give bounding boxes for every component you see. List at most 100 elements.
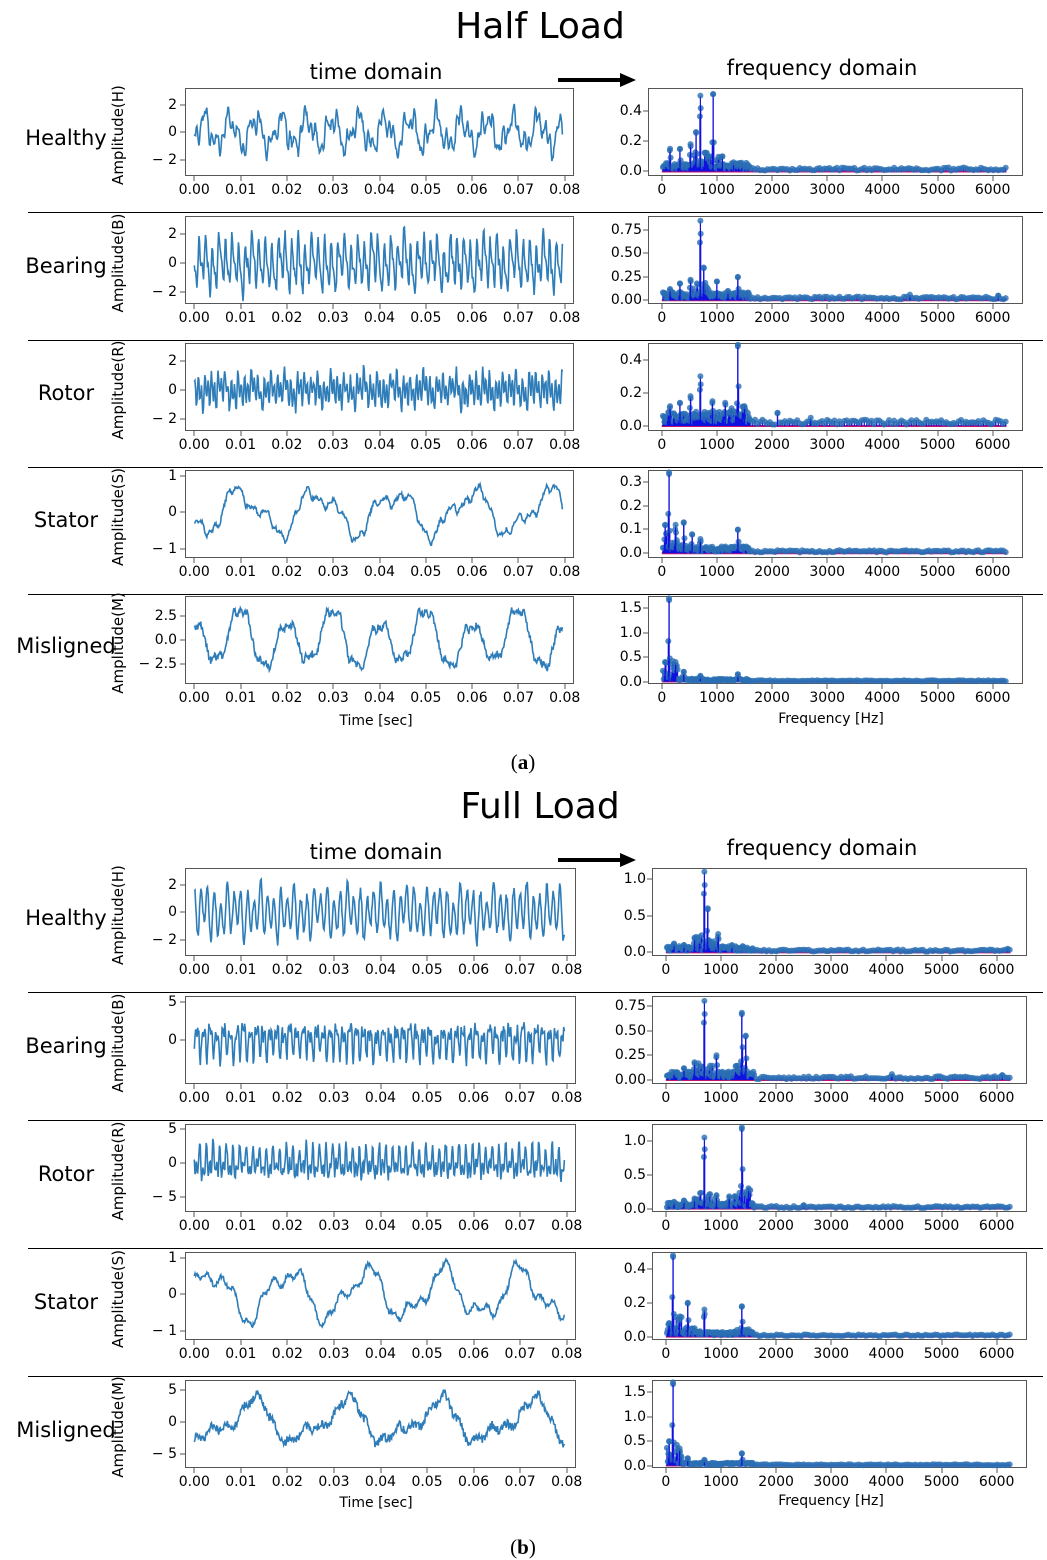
x-tick-mark — [720, 1084, 722, 1089]
x-tick-mark — [380, 1468, 381, 1473]
y-tick-mark — [180, 939, 185, 940]
x-tick-mark — [992, 176, 994, 181]
x-tick-label: 0 — [661, 1218, 671, 1234]
x-tick-mark — [941, 1084, 943, 1089]
time-chart — [185, 1380, 576, 1468]
y-tick-label: 0.5 — [619, 649, 642, 666]
plot-frame — [185, 996, 576, 1084]
y-tick-mark — [647, 1208, 652, 1210]
plot-frame — [185, 470, 574, 558]
y-tick-mark — [180, 233, 185, 235]
y-tick-mark — [180, 615, 185, 617]
y-tick-label: 0 — [168, 1414, 177, 1431]
x-tick-mark — [881, 684, 883, 689]
x-tick-mark — [566, 1084, 568, 1089]
x-tick-label: 0.08 — [549, 437, 581, 453]
x-tick-mark — [564, 558, 566, 563]
x-tick-label: 0.05 — [410, 310, 442, 326]
x-tick-label: 2000 — [754, 690, 790, 706]
signal-line — [193, 1256, 566, 1329]
time-chart — [185, 996, 576, 1084]
y-tick-label: − 2 — [151, 411, 177, 428]
x-tick-mark — [661, 431, 663, 436]
x-tick-mark — [830, 1212, 832, 1217]
x-tick-label: 0.00 — [178, 437, 210, 453]
x-tick-mark — [471, 684, 473, 689]
time-x-axis-title: Time [sec] — [339, 713, 413, 729]
stem-marker — [735, 538, 742, 545]
x-tick-mark — [286, 558, 288, 563]
x-tick-label: 1000 — [699, 437, 735, 453]
x-tick-mark — [771, 176, 773, 181]
x-tick-mark — [517, 304, 519, 309]
stem-marker — [742, 1032, 749, 1039]
stem-marker — [1002, 418, 1009, 425]
x-tick-mark — [716, 558, 718, 563]
x-tick-mark — [379, 558, 380, 563]
x-tick-mark — [380, 1212, 381, 1217]
y-tick-mark — [180, 1389, 185, 1391]
x-tick-label: 3000 — [809, 310, 846, 326]
stem-marker — [734, 341, 741, 348]
y-tick-mark — [180, 1293, 185, 1295]
row-label-stator: Stator — [33, 508, 99, 532]
x-tick-label: 6000 — [978, 962, 1015, 978]
x-tick-label: 0.05 — [411, 1090, 443, 1106]
x-tick-label: 1000 — [703, 1218, 739, 1234]
y-tick-label: 5 — [168, 1121, 177, 1138]
x-tick-mark — [240, 684, 242, 689]
x-tick-label: 6000 — [974, 564, 1011, 580]
y-tick-mark — [180, 475, 185, 476]
x-tick-label: 0.08 — [549, 564, 581, 580]
y-tick-label: 0.00 — [610, 292, 642, 309]
y-tick-mark — [643, 528, 648, 530]
x-tick-mark — [333, 1468, 335, 1473]
x-tick-mark — [996, 1084, 998, 1089]
x-tick-mark — [425, 304, 427, 309]
x-tick-mark — [473, 1468, 475, 1473]
x-tick-mark — [471, 176, 473, 181]
x-tick-label: 0.05 — [411, 1218, 443, 1234]
x-tick-label: 6000 — [978, 1090, 1015, 1106]
x-tick-label: 0.03 — [318, 1346, 350, 1362]
x-tick-mark — [193, 1212, 195, 1217]
stem-marker — [738, 1124, 745, 1131]
y-tick-mark — [647, 1079, 652, 1081]
y-tick-mark — [643, 632, 648, 634]
row-divider — [28, 1120, 1043, 1121]
y-tick-label: 1.0 — [619, 624, 642, 641]
x-tick-label: 0.03 — [317, 564, 349, 580]
x-tick-mark — [720, 956, 722, 961]
x-tick-label: 0.04 — [363, 564, 396, 580]
y-tick-label: 0.0 — [623, 1328, 646, 1345]
x-tick-mark — [332, 558, 334, 563]
stem-marker — [700, 264, 707, 271]
y-tick-label: 5 — [168, 1382, 177, 1399]
x-tick-label: 1000 — [699, 182, 735, 198]
row-divider — [28, 467, 1043, 468]
row-divider — [28, 1248, 1043, 1249]
stem-marker — [691, 1195, 698, 1202]
stem-marker — [662, 659, 669, 665]
x-tick-mark — [941, 1212, 943, 1217]
y-tick-mark — [643, 140, 648, 142]
x-tick-mark — [240, 1084, 242, 1089]
x-tick-mark — [517, 558, 519, 563]
y-tick-mark — [180, 548, 185, 550]
y-tick-mark — [180, 911, 185, 913]
x-tick-label: 1000 — [699, 690, 735, 706]
caption-paren-close: ) — [528, 750, 536, 774]
y-axis-label: Amplitude(B) — [109, 993, 127, 1093]
x-tick-label: 3000 — [813, 1090, 850, 1106]
stem-marker — [1006, 1331, 1013, 1338]
x-tick-label: 4000 — [864, 437, 901, 453]
plot-frame — [652, 1124, 1027, 1212]
y-axis-label: Amplitude(M) — [109, 592, 127, 694]
y-tick-mark — [647, 1174, 652, 1176]
stem-marker — [726, 1193, 733, 1200]
plot-frame — [648, 216, 1023, 304]
x-tick-mark — [775, 1084, 777, 1089]
x-tick-mark — [193, 176, 195, 181]
time-chart — [185, 868, 576, 956]
x-tick-label: 0.08 — [551, 1218, 583, 1234]
